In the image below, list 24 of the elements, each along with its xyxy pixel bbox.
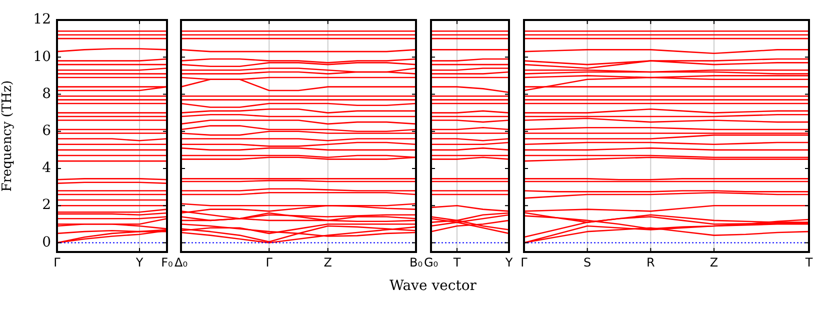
x-tick-label: Y <box>134 255 144 270</box>
x-tick-label: F₀ <box>161 255 174 270</box>
y-axis-title: Frequency (THz) <box>0 80 16 192</box>
x-tick-label: G₀ <box>424 255 438 270</box>
y-tick-label: 12 <box>33 12 51 28</box>
y-tick-label: 4 <box>42 160 52 176</box>
x-tick-label: B₀ <box>409 255 423 270</box>
x-tick-label: Γ <box>54 255 61 270</box>
x-tick-label: T <box>452 255 462 270</box>
x-tick-label: S <box>584 255 592 270</box>
x-tick-label: Z <box>324 255 332 270</box>
y-tick-label: 2 <box>42 197 51 214</box>
x-tick-label: Γ <box>520 255 528 270</box>
y-tick-label: 6 <box>42 123 52 139</box>
y-tick-label: 0 <box>42 234 51 250</box>
x-tick-label: Γ <box>266 255 273 270</box>
x-tick-label: Z <box>710 255 718 270</box>
x-axis-title: Wave vector <box>390 278 476 294</box>
x-tick-label: Δ₀ <box>174 255 188 270</box>
x-tick-label: R <box>646 255 655 270</box>
x-tick-label: Y <box>504 255 514 270</box>
x-tick-label: T <box>804 255 814 270</box>
y-tick-label: 10 <box>33 48 51 65</box>
y-tick-label: 8 <box>42 86 51 102</box>
